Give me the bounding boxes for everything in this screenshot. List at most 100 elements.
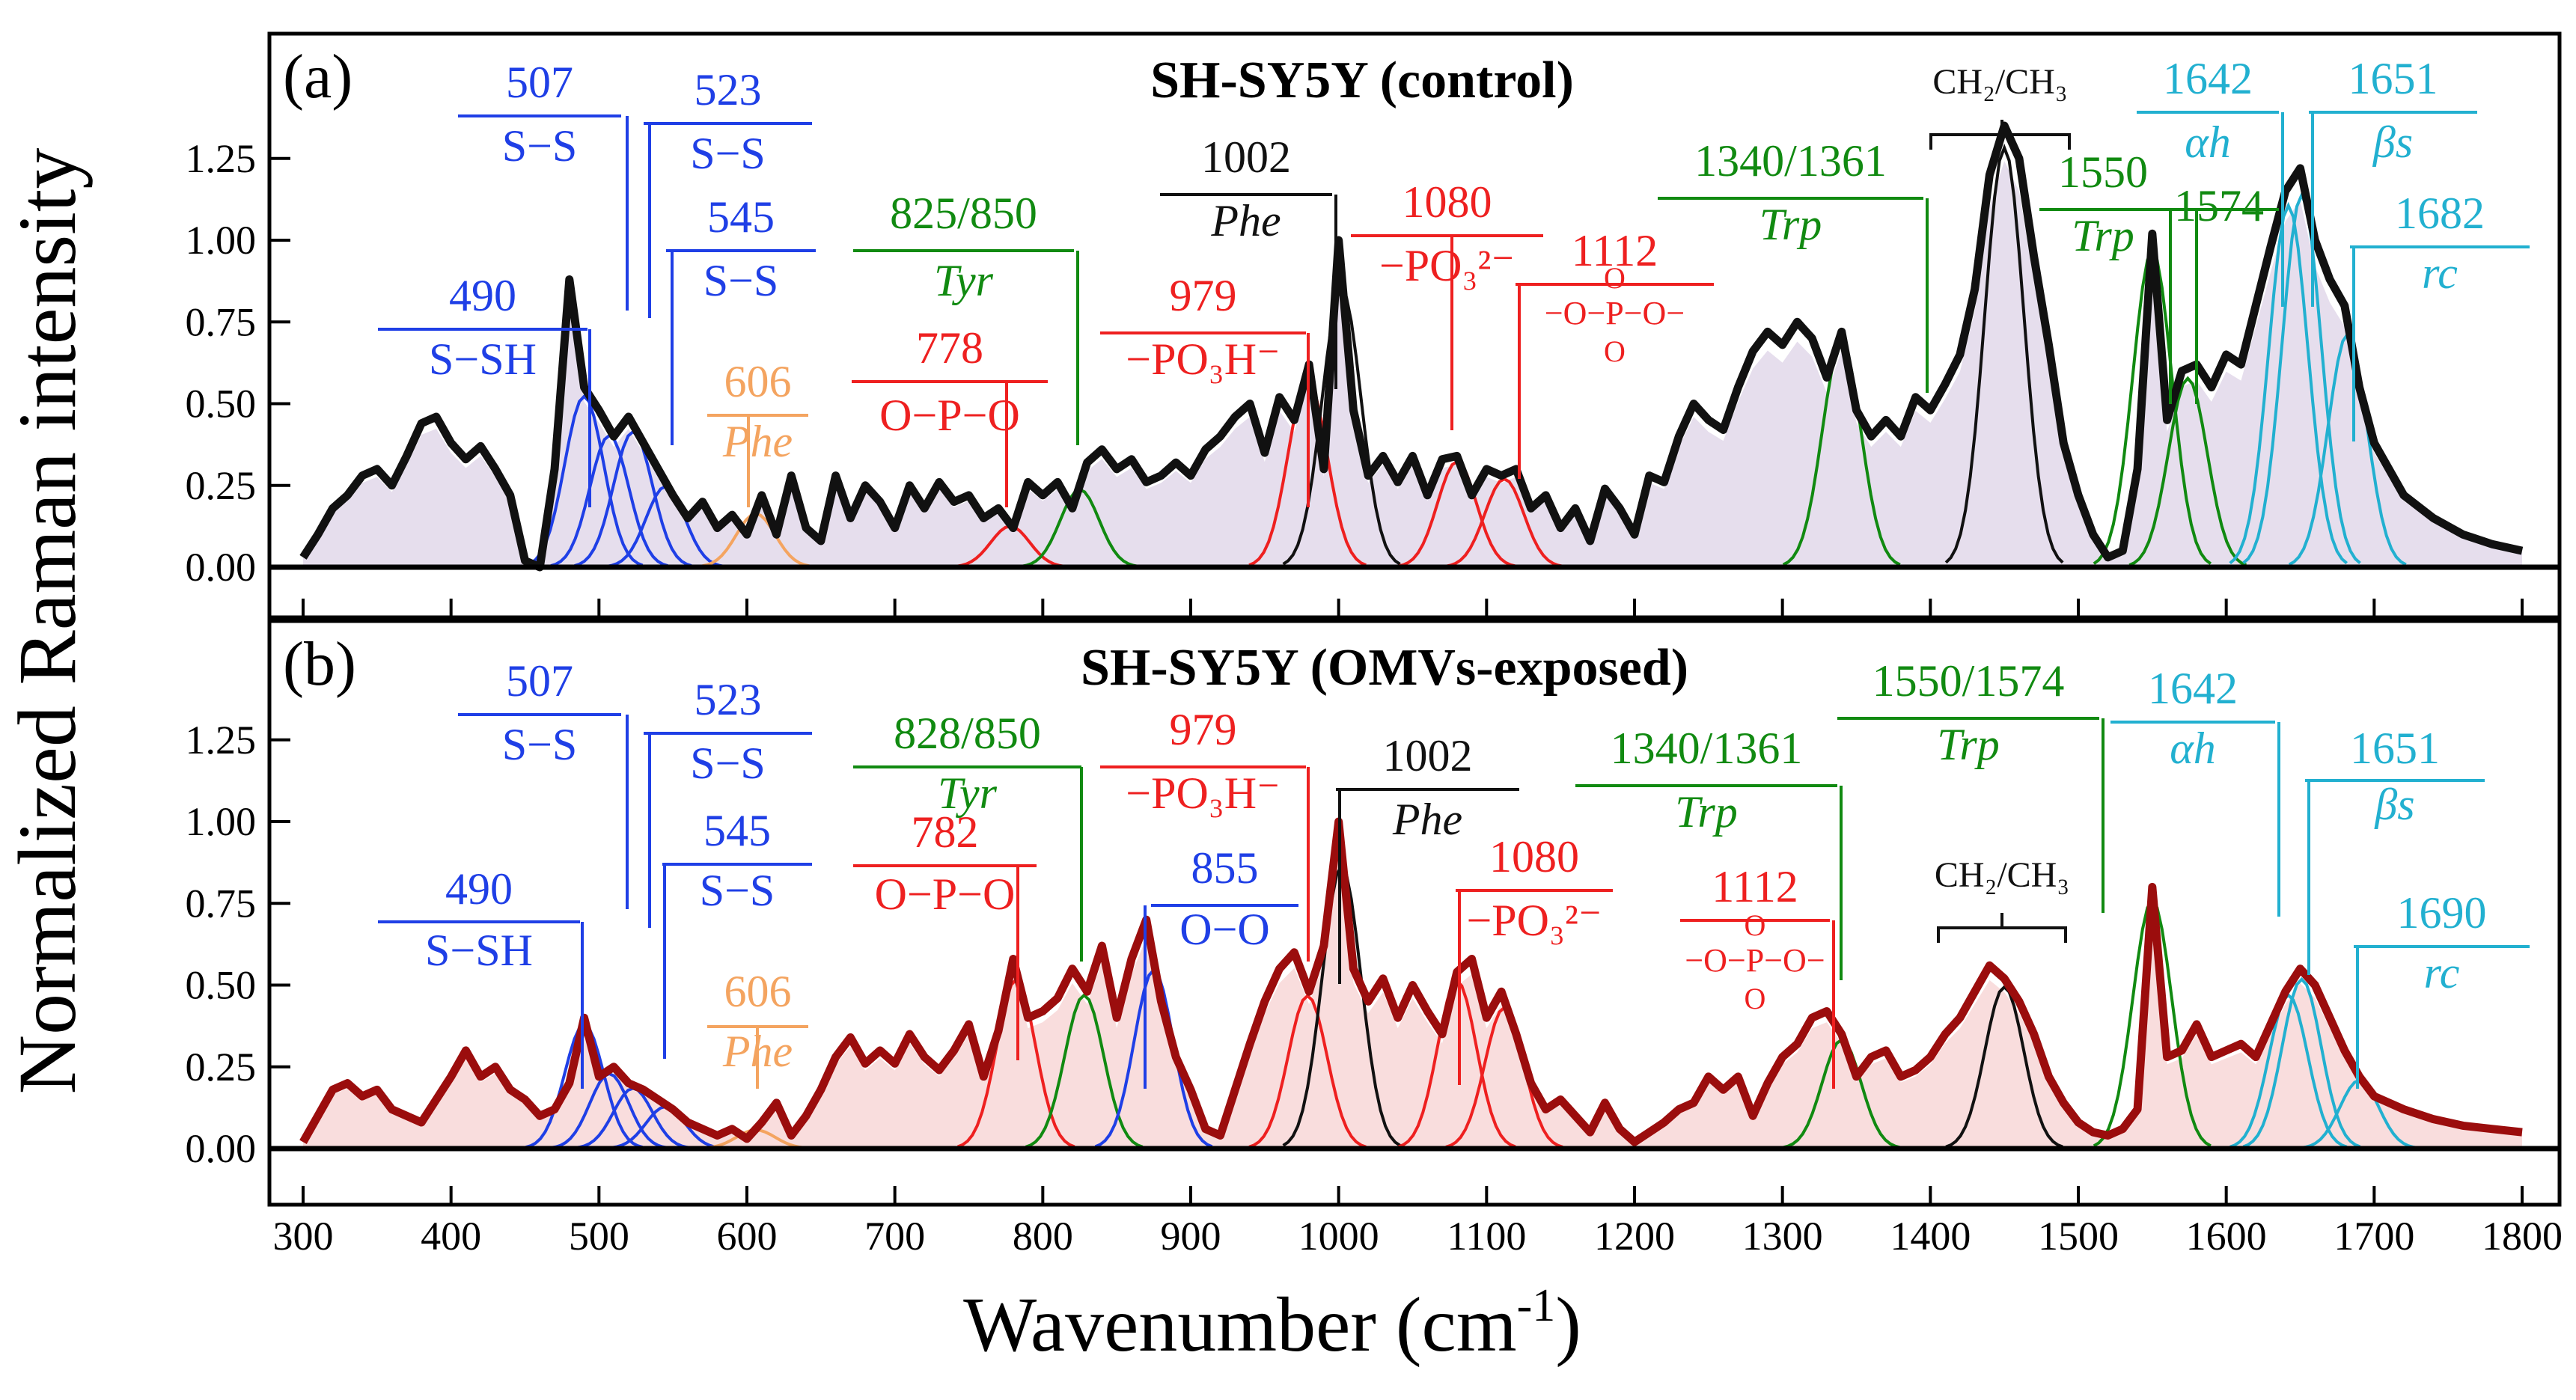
annotation-1002: 1002 Phe [1160, 132, 1337, 389]
annotation-type: −PO₃H⁻ [1126, 768, 1280, 818]
annotation-wavenumber: 1080 [1489, 832, 1579, 881]
annotation-type: αh [2170, 724, 2216, 773]
annotation-wavenumber: 545 [707, 192, 775, 242]
annotation-wavenumber: 606 [724, 357, 792, 406]
annotation-type: βs [2374, 780, 2414, 829]
annotation-type: rc [2424, 948, 2460, 997]
annotation-type: βs [2372, 117, 2413, 167]
annotation-type: S−SH [425, 926, 533, 975]
annotation-855: 855 O−O [1144, 843, 1298, 1089]
annotation-wavenumber: 1690 [2397, 888, 2487, 938]
annotation-wavenumber: 1651 [2348, 54, 2438, 103]
x-tick-label: 1700 [2334, 1214, 2414, 1259]
annotation-type: αh [2185, 117, 2231, 167]
annotation-wavenumber: 507 [506, 656, 573, 706]
annotation-type: Trp [2072, 211, 2134, 260]
annotation-type: S−S [502, 720, 578, 769]
annotation-type: O−O [1179, 905, 1270, 954]
annotation-1080: 1080 −PO₃²⁻ [1456, 832, 1613, 1085]
x-tick-label: 900 [1161, 1214, 1221, 1259]
x-tick-label: 500 [569, 1214, 629, 1259]
annotation-type: −PO₃H⁻ [1126, 334, 1280, 384]
annotation-wavenumber: 490 [449, 271, 516, 320]
x-tick-label: 1600 [2186, 1214, 2267, 1259]
phosphate-chain: −O−P−O− [1545, 295, 1685, 331]
annotation-wavenumber: 1002 [1383, 731, 1473, 780]
x-tick-label: 600 [717, 1214, 778, 1259]
annotation-type: S−S [700, 866, 775, 915]
annotation-type: S−SH [429, 334, 537, 384]
annotation-979: 979 −PO₃H⁻ [1100, 271, 1310, 507]
y-tick-label: 0.25 [186, 1045, 257, 1089]
x-tick-label: 1300 [1742, 1214, 1823, 1259]
annotation-type: Phe [1392, 795, 1462, 844]
annotation-wavenumber: 490 [445, 864, 513, 914]
annotation-1690: 1690 rc [2354, 888, 2530, 1089]
panel-frame [267, 31, 2562, 620]
annotation-wavenumber: 1340/1361 [1611, 724, 1803, 773]
y-tick-label: 0.75 [186, 299, 257, 344]
annotation-wavenumber: 606 [724, 967, 792, 1016]
annotation-wavenumber: 778 [916, 323, 983, 373]
annotation-type: rc [2422, 248, 2458, 298]
annotation-828-850: 828/850 Tyr [853, 709, 1083, 962]
x-tick-label: 1000 [1298, 1214, 1379, 1259]
annotation-wavenumber: 1574 [2174, 181, 2264, 230]
component-peak [2128, 376, 2247, 567]
panel-label: (a) [283, 42, 352, 111]
annotation-type: Tyr [938, 768, 998, 818]
x-tick-label: 1500 [2038, 1214, 2119, 1259]
y-tick-label: 1.25 [186, 136, 257, 181]
annotation-type: Phe [722, 1027, 793, 1076]
annotation-type: −PO₃²⁻ [1379, 241, 1515, 290]
annotation-825-850: 825/850 Tyr [853, 189, 1079, 445]
annotation-type: S−S [690, 739, 766, 788]
annotation-type: Phe [1210, 196, 1281, 245]
annotation-wavenumber: 828/850 [894, 709, 1041, 758]
annotation-523: 523 S−S [644, 675, 812, 928]
panel-title: SH-SY5Y (OMVs-exposed) [1081, 639, 1688, 697]
annotation-1340-1361: 1340/1361 Trp [1658, 136, 1929, 393]
annotation-type: −PO₃²⁻ [1466, 896, 1602, 945]
annotation-507: 507 S−S [458, 58, 629, 311]
panel-label: (b) [283, 629, 356, 699]
component-peak [1025, 993, 1144, 1149]
annotation-wavenumber: 1642 [2148, 664, 2238, 713]
annotation-606: 606 Phe [707, 357, 808, 507]
annotation-wavenumber: 545 [703, 806, 771, 855]
annotation-type: Tyr [934, 256, 994, 305]
annotation-606: 606 Phe [707, 967, 808, 1089]
x-tick-label: 800 [1013, 1214, 1073, 1259]
annotation-wavenumber: 523 [695, 675, 762, 724]
x-tick-label: 400 [421, 1214, 481, 1259]
annotation-type: Trp [1675, 787, 1737, 837]
annotation-1080: 1080 −PO₃²⁻ [1351, 177, 1543, 430]
phosphate-o-top: O [1604, 261, 1626, 295]
annotation-wavenumber: 855 [1191, 843, 1259, 893]
y-tick-label: 0.00 [186, 545, 257, 590]
phosphate-o-bottom: O [1604, 334, 1626, 368]
annotation-wavenumber: 1550 [2058, 147, 2148, 197]
annotation-wavenumber: 1080 [1403, 177, 1492, 227]
y-axis-label: Normalized Raman intensity [1, 148, 93, 1095]
component-bands [303, 161, 2522, 568]
phosphate-chain: −O−P−O− [1685, 942, 1825, 979]
annotation-type: Phe [722, 417, 793, 466]
y-tick-label: 0.50 [186, 382, 257, 427]
annotation-wavenumber: 825/850 [890, 189, 1037, 238]
annotation-1574: 1574 [2159, 181, 2279, 404]
annotation-1642: 1642 αh [2137, 54, 2284, 307]
x-tick-label: 1100 [1447, 1214, 1526, 1259]
annotation-1550: 1550 Trp [2039, 147, 2172, 404]
annotation-507: 507 S−S [458, 656, 629, 909]
annotation-type: O−P−O [879, 391, 1020, 440]
annotation-type: S−S [690, 129, 766, 178]
annotation-wavenumber: 979 [1170, 271, 1237, 320]
annotation-1002: 1002 Phe [1336, 731, 1519, 984]
annotation-1651: 1651 βs [2305, 724, 2485, 975]
annotation-type: S−S [703, 256, 779, 305]
annotation-CH--CH-: CH₂/CH₃ [1929, 62, 2071, 150]
annotation-wavenumber: 1112 [1572, 226, 1658, 275]
